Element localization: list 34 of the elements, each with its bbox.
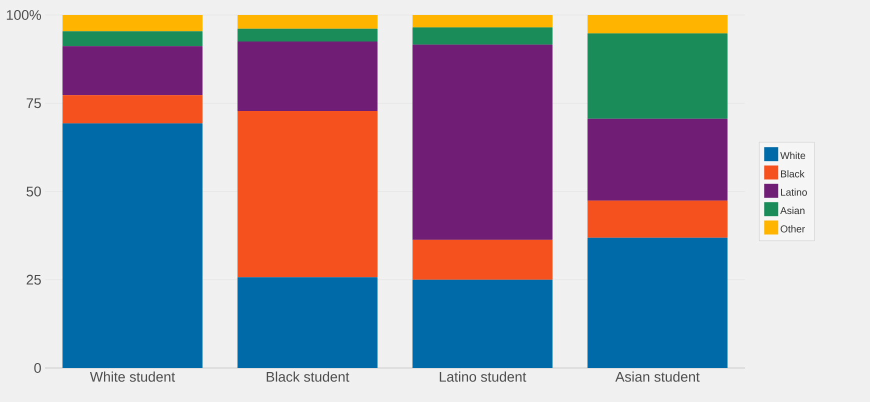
y-tick-label: 0 — [34, 363, 41, 373]
legend-label: Black — [781, 170, 805, 178]
bar — [238, 28, 378, 42]
bar — [62, 123, 203, 368]
bar — [62, 14, 203, 32]
bar — [62, 31, 203, 46]
y-tick-label: 25 — [26, 274, 41, 285]
y-tick-label: 75 — [26, 98, 41, 108]
bar — [412, 280, 553, 368]
legend-label: Asian — [780, 206, 804, 214]
y-tick-label: 100% — [6, 10, 41, 20]
bar — [588, 33, 728, 119]
legend-label: Latino — [781, 188, 807, 196]
x-tick-label: White student — [90, 372, 176, 382]
bar — [412, 27, 553, 45]
bar — [62, 95, 203, 124]
x-tick-label: Latino student — [440, 372, 526, 382]
bar — [412, 240, 553, 280]
bar — [588, 118, 728, 201]
legend-label: Other — [780, 225, 805, 232]
bar — [588, 14, 728, 34]
y-tick-label: 50 — [26, 186, 41, 196]
bar — [412, 44, 553, 240]
bar — [412, 14, 553, 28]
bar — [238, 277, 378, 368]
bar — [588, 238, 728, 368]
bar — [238, 14, 378, 29]
x-tick-label: Black student — [266, 372, 350, 382]
x-tick-label: Asian student — [615, 372, 700, 382]
bar — [238, 111, 378, 278]
bar — [62, 46, 203, 96]
bar — [238, 41, 378, 112]
legend-label: White — [780, 152, 806, 160]
bar — [588, 200, 728, 238]
